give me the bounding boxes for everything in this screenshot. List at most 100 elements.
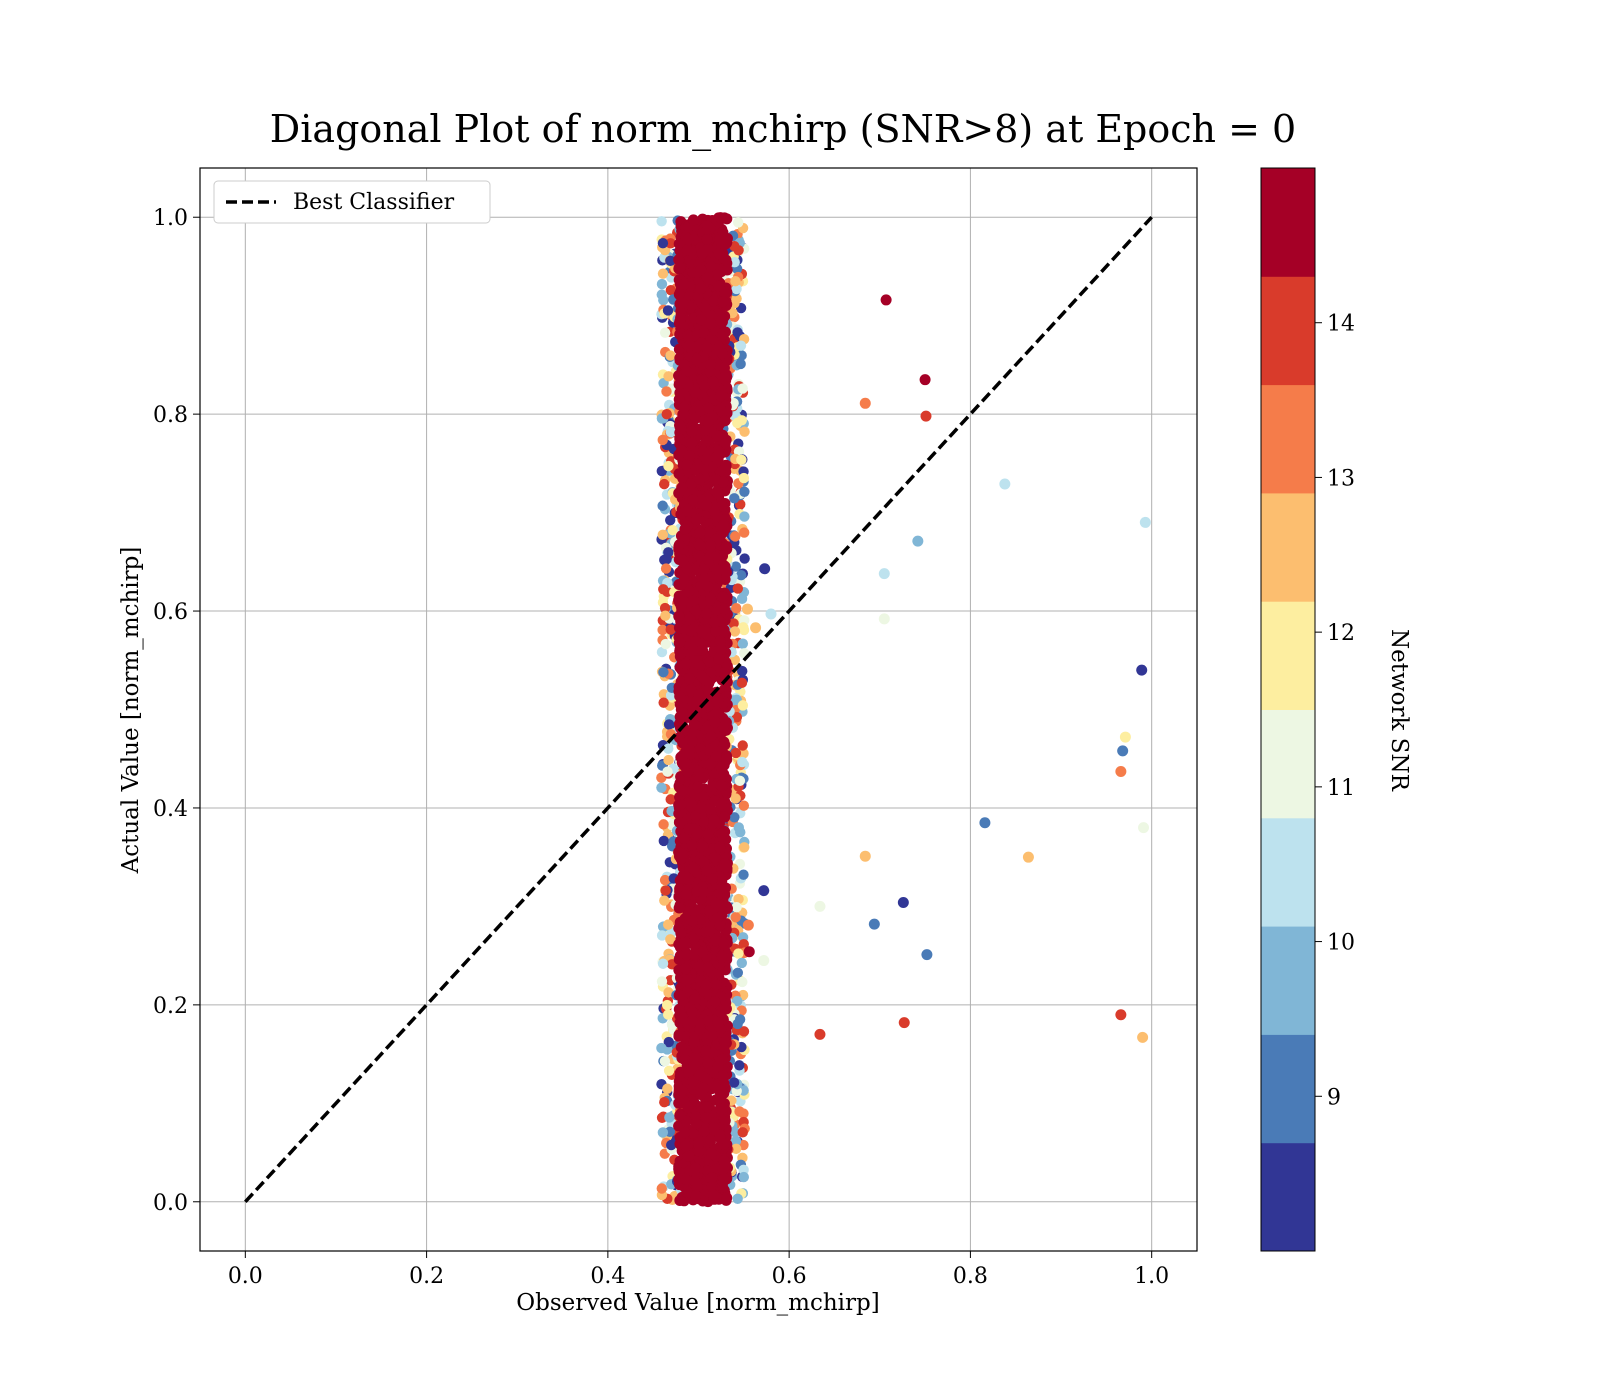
band-point <box>717 296 729 308</box>
y-tick-label: 0.0 <box>153 1191 188 1216</box>
band-point <box>705 1147 717 1159</box>
band-point <box>706 873 718 885</box>
outlier-point <box>758 885 770 897</box>
band-point <box>680 658 692 670</box>
outlier-point <box>742 919 754 931</box>
outlier-point <box>1115 766 1127 778</box>
band-point <box>715 779 727 791</box>
band-point <box>665 284 677 296</box>
band-point <box>698 327 710 339</box>
band-point <box>674 262 686 274</box>
band-point <box>680 1140 692 1152</box>
band-point <box>659 327 671 338</box>
colorbar-bin <box>1261 492 1315 602</box>
band-point <box>679 1127 691 1139</box>
band-point <box>683 1150 695 1162</box>
band-point <box>697 790 709 802</box>
band-point <box>661 409 672 420</box>
y-axis-ticks: 0.0 0.2 0.4 0.6 0.8 1.0 <box>153 206 200 1216</box>
band-point <box>663 1065 675 1076</box>
band-point <box>738 938 749 950</box>
band-point <box>710 1081 722 1093</box>
band-point <box>690 810 702 822</box>
band-point <box>703 526 715 538</box>
band-point <box>730 793 741 804</box>
band-point <box>691 354 703 366</box>
band-point <box>665 238 676 249</box>
colorbar-bin <box>1261 926 1315 1035</box>
band-point <box>704 318 716 330</box>
colorbar-frame <box>1260 167 1316 1252</box>
colorbar-bin <box>1261 1034 1315 1144</box>
band-point <box>738 748 749 759</box>
band-point <box>702 962 714 974</box>
outlier-point <box>859 850 871 862</box>
band-point <box>658 697 669 708</box>
band-point <box>706 1172 718 1184</box>
band-point <box>738 869 749 880</box>
x-tick-label: 0.6 <box>772 1264 807 1289</box>
band-point <box>674 1109 686 1121</box>
band-point <box>701 233 713 245</box>
band-point <box>673 539 685 551</box>
band-point <box>735 569 747 581</box>
band-point <box>718 1154 730 1166</box>
band-point <box>688 1036 700 1048</box>
y-axis-label: Actual Value [norm_mchirp] <box>118 547 144 875</box>
band-point <box>720 459 732 471</box>
band-point <box>658 819 669 830</box>
band-point <box>738 800 750 811</box>
band-point <box>736 415 747 426</box>
band-point <box>718 625 730 637</box>
y-tick-label: 0.8 <box>153 403 188 428</box>
band-point <box>729 493 740 504</box>
band-point <box>681 766 693 778</box>
band-point <box>695 264 707 276</box>
band-point <box>707 295 719 307</box>
band-point <box>685 684 697 696</box>
band-point <box>689 1052 701 1064</box>
x-tick-label: 1.0 <box>1134 1264 1169 1289</box>
band-point <box>660 563 672 574</box>
band-point <box>706 1180 718 1192</box>
band-point <box>674 690 686 702</box>
band-point <box>714 234 726 246</box>
band-point <box>710 750 722 762</box>
band-point <box>702 1057 714 1069</box>
band-point <box>720 882 732 894</box>
band-point <box>697 815 709 827</box>
band-point <box>694 473 706 485</box>
band-point <box>730 1135 742 1147</box>
band-point <box>686 735 698 747</box>
outlier-point <box>759 563 771 575</box>
plot-frame <box>199 167 1198 1252</box>
band-point <box>674 419 686 431</box>
band-point <box>675 799 687 811</box>
band-point <box>689 993 701 1005</box>
band-point <box>732 995 743 1007</box>
band-point <box>678 573 690 585</box>
band-point <box>676 1085 688 1097</box>
band-point <box>676 444 688 456</box>
band-point <box>709 716 721 728</box>
band-point <box>702 553 714 565</box>
band-point <box>739 527 750 538</box>
band-point <box>705 730 717 742</box>
band-point <box>717 519 729 531</box>
band-point <box>688 719 700 731</box>
band-point <box>690 386 702 398</box>
colorbar-bin <box>1261 817 1315 927</box>
band-point <box>695 706 707 718</box>
band-point <box>738 624 750 636</box>
band-point <box>690 1190 702 1202</box>
band-point <box>687 644 699 656</box>
band-point <box>719 603 731 615</box>
legend-label: Best Classifier <box>293 190 455 215</box>
band-point <box>684 613 696 625</box>
outlier-point <box>1136 664 1148 676</box>
band-point <box>698 1125 710 1137</box>
band-point <box>738 1108 749 1119</box>
band-point <box>686 1015 698 1027</box>
band-point <box>657 434 668 446</box>
band-point <box>687 214 699 226</box>
